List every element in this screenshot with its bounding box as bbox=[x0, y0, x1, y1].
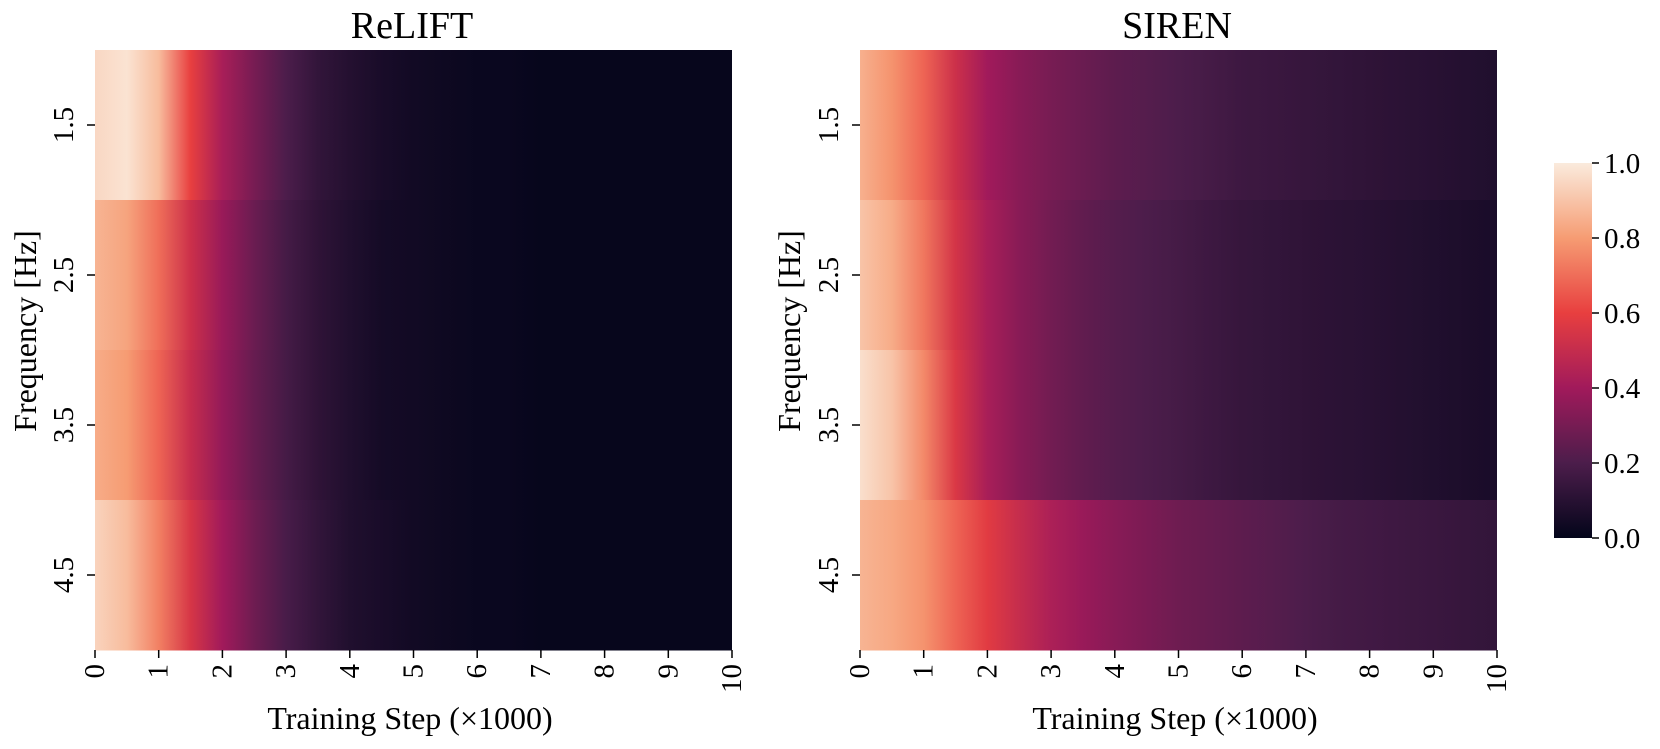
x-tick-label: 0 bbox=[844, 664, 876, 679]
colorbar-tick-label: 1.0 bbox=[1604, 148, 1640, 180]
colorbar-gradient bbox=[1554, 163, 1592, 538]
y-tick-label: 2.5 bbox=[813, 257, 845, 293]
x-tick-label: 6 bbox=[461, 664, 493, 679]
x-tick-label: 3 bbox=[270, 664, 302, 679]
x-tick-label: 9 bbox=[652, 664, 684, 679]
heatmap-row-4-5 bbox=[95, 500, 732, 651]
x-tick-label: 3 bbox=[1035, 664, 1067, 679]
chart-title: ReLIFT bbox=[351, 5, 473, 47]
x-tick-label: 7 bbox=[1290, 664, 1322, 679]
x-tick-label: 8 bbox=[589, 664, 621, 679]
colorbar-tick-label: 0.2 bbox=[1604, 448, 1640, 480]
y-tick-label: 2.5 bbox=[48, 257, 80, 293]
x-axis-ticks: 0 1 2 3 4 5 6 7 8 9 10 bbox=[79, 650, 748, 693]
y-axis-label: Frequency [Hz] bbox=[771, 230, 807, 432]
heatmap-row-3-5 bbox=[95, 350, 732, 501]
x-axis-label: Training Step (×1000) bbox=[267, 700, 552, 736]
y-axis-ticks: 1.5 2.5 3.5 4.5 bbox=[813, 107, 860, 593]
heatmap-panel-relift: ReLIFT 0 1 2 3 4 5 6 7 8 9 10 1.5 2.5 3.5 4.5 Trainin… bbox=[7, 5, 748, 736]
colorbar: 0.0 0.2 0.4 0.6 0.8 1.0 bbox=[1554, 148, 1641, 555]
x-tick-label: 7 bbox=[525, 664, 557, 679]
y-tick-label: 4.5 bbox=[813, 557, 845, 593]
x-tick-label: 2 bbox=[206, 664, 238, 679]
x-tick-label: 5 bbox=[398, 664, 430, 679]
x-tick-label: 5 bbox=[1163, 664, 1195, 679]
colorbar-tick-label: 0.6 bbox=[1604, 298, 1640, 330]
chart-title: SIREN bbox=[1122, 5, 1232, 47]
y-axis-ticks: 1.5 2.5 3.5 4.5 bbox=[48, 107, 95, 593]
heatmap-row-1-5 bbox=[860, 50, 1497, 201]
x-tick-label: 1 bbox=[908, 664, 940, 679]
y-tick-label: 4.5 bbox=[48, 557, 80, 593]
x-tick-label: 6 bbox=[1226, 664, 1258, 679]
colorbar-tick-label: 0.8 bbox=[1604, 223, 1640, 255]
heatmap-panel-siren: SIREN 0 1 2 3 4 5 6 7 8 9 10 1.5 2.5 3.5 4.5 Training… bbox=[771, 5, 1513, 736]
x-axis-ticks: 0 1 2 3 4 5 6 7 8 9 10 bbox=[844, 650, 1513, 693]
x-axis-label: Training Step (×1000) bbox=[1032, 700, 1317, 736]
y-tick-label: 1.5 bbox=[48, 107, 80, 143]
x-tick-label: 8 bbox=[1354, 664, 1386, 679]
y-axis-label: Frequency [Hz] bbox=[7, 230, 43, 432]
x-tick-label: 0 bbox=[79, 664, 111, 679]
x-tick-label: 4 bbox=[334, 664, 366, 679]
heatmap-cells bbox=[95, 50, 732, 651]
heatmap-row-1-5 bbox=[95, 50, 732, 201]
heatmap-row-2-5 bbox=[860, 200, 1497, 351]
heatmap-row-2-5 bbox=[95, 200, 732, 351]
colorbar-tick-label: 0.0 bbox=[1604, 523, 1640, 555]
x-tick-label: 2 bbox=[971, 664, 1003, 679]
y-tick-label: 3.5 bbox=[813, 407, 845, 443]
y-tick-label: 3.5 bbox=[48, 407, 80, 443]
colorbar-ticks: 0.0 0.2 0.4 0.6 0.8 1.0 bbox=[1592, 148, 1641, 555]
x-tick-label: 10 bbox=[716, 664, 748, 693]
x-tick-label: 10 bbox=[1481, 664, 1513, 693]
heatmap-row-4-5 bbox=[860, 500, 1497, 651]
heatmap-row-3-5 bbox=[860, 350, 1497, 501]
x-tick-label: 1 bbox=[143, 664, 175, 679]
x-tick-label: 9 bbox=[1417, 664, 1449, 679]
colorbar-tick-label: 0.4 bbox=[1604, 373, 1641, 405]
x-tick-label: 4 bbox=[1099, 664, 1131, 679]
y-tick-label: 1.5 bbox=[813, 107, 845, 143]
heatmap-cells bbox=[860, 50, 1497, 651]
